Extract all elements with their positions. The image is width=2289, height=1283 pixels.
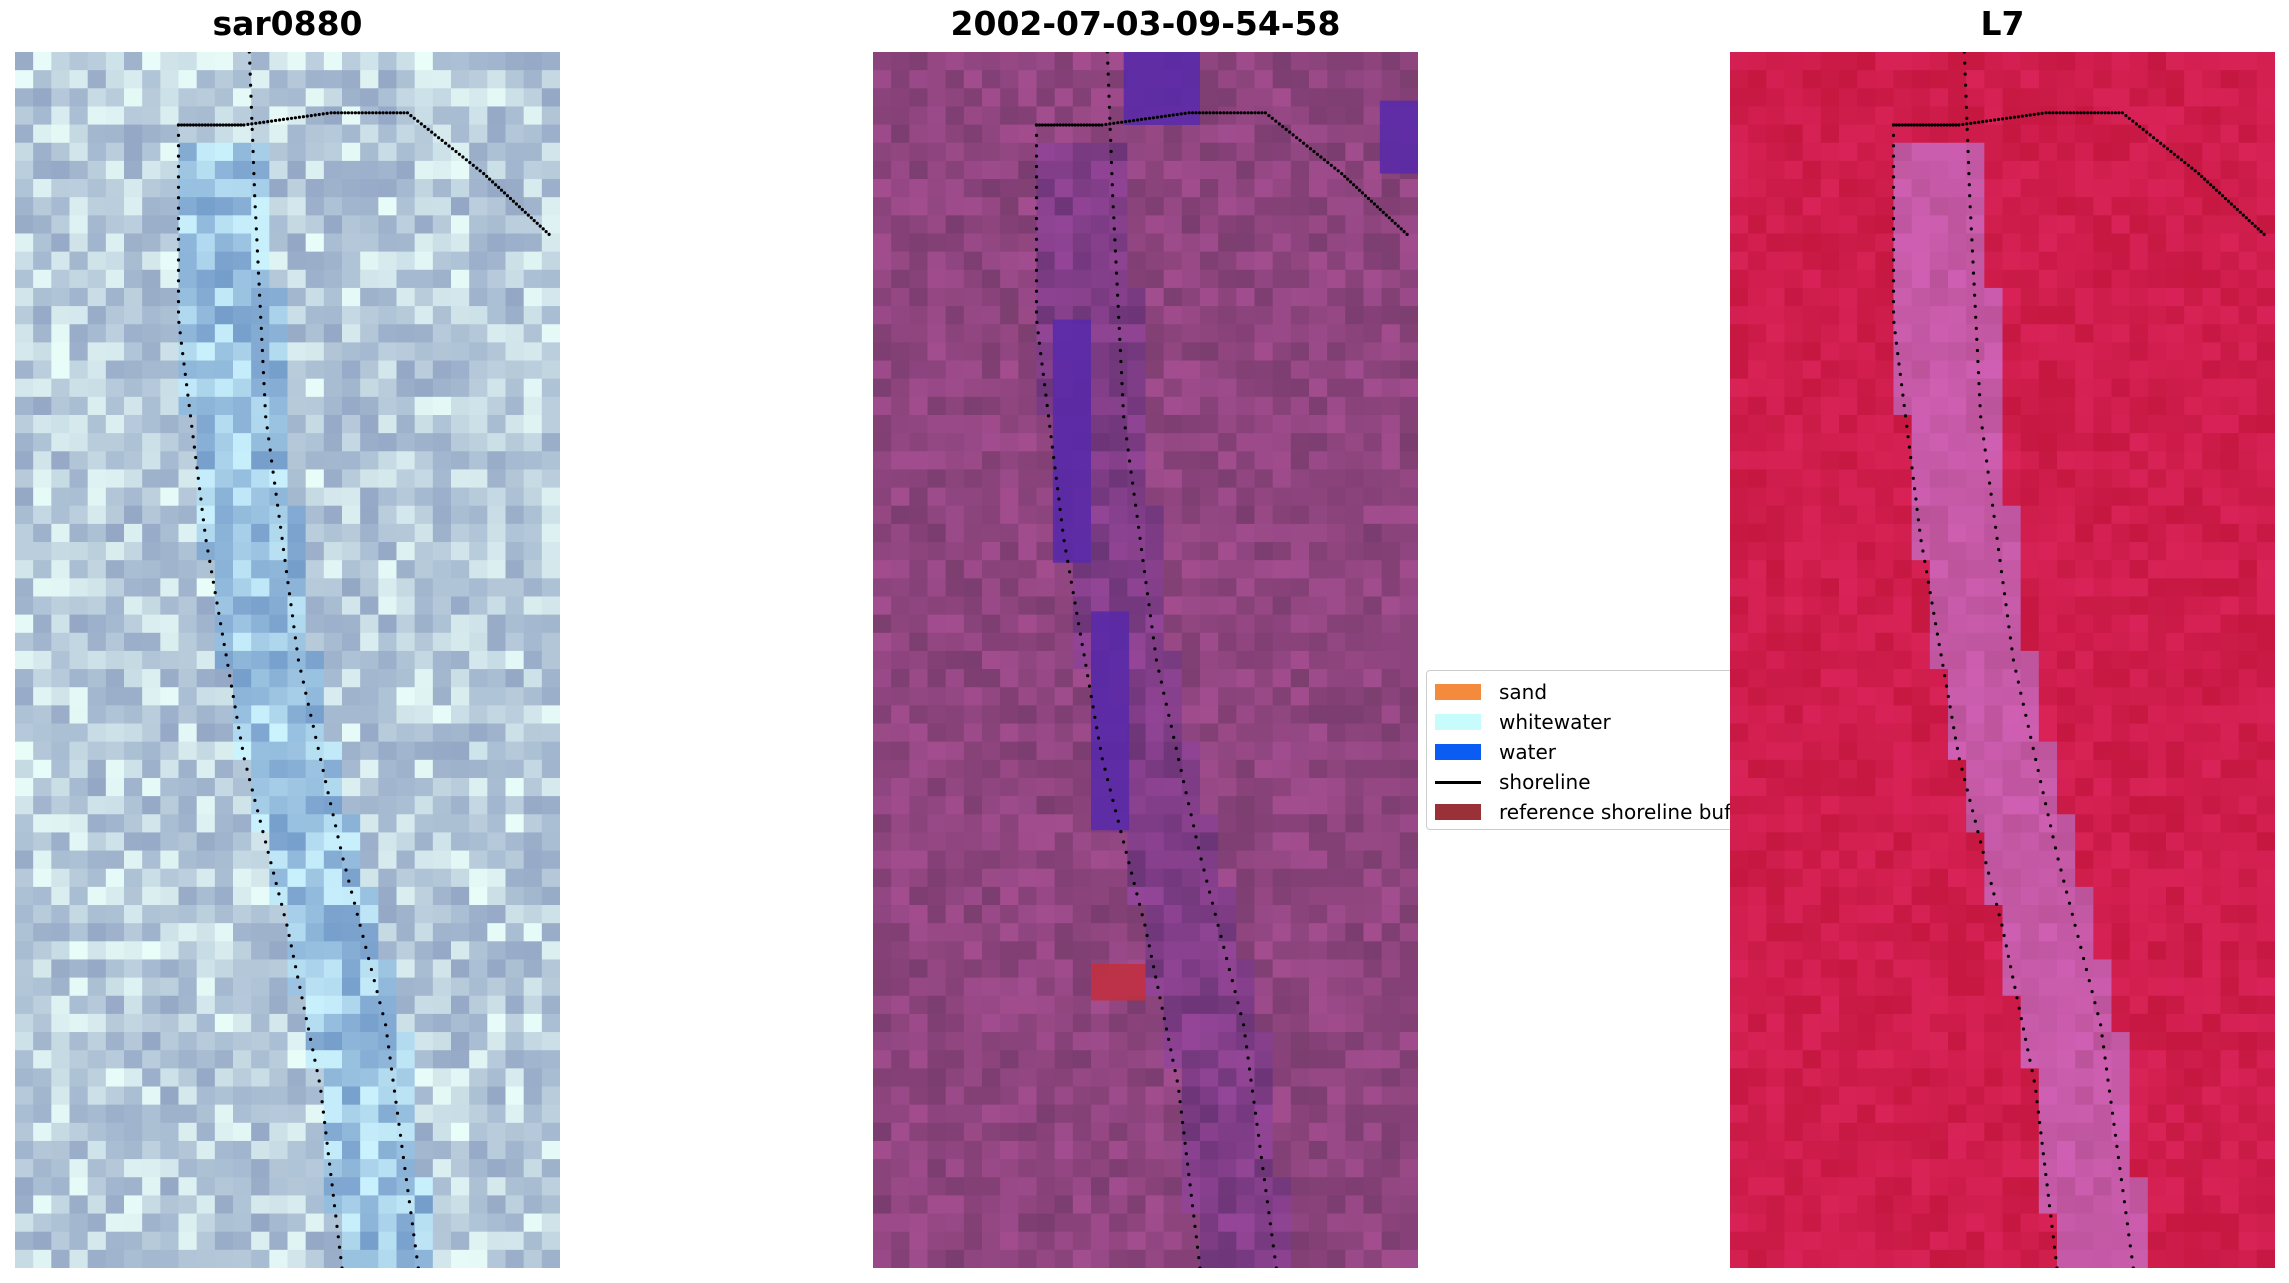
image-pixels [1730, 52, 2275, 1268]
shoreline-dots [1034, 52, 1409, 1268]
classified-image-middle [873, 52, 1418, 1268]
legend-swatch-sand [1435, 684, 1481, 700]
legend-item-reference-buffer: reference shoreline buffer [1435, 797, 1745, 827]
panel-title-middle: 2002-07-03-09-54-58 [950, 4, 1341, 43]
satellite-image-panel-middle [873, 52, 1418, 1268]
legend: sand whitewater water shoreline referenc… [1426, 670, 1746, 830]
shoreline-dots [1891, 52, 2266, 1268]
satellite-image-left [15, 52, 560, 1268]
legend-item-water: water [1435, 737, 1745, 767]
panel-title-right: L7 [1980, 4, 2025, 43]
satellite-image-right [1730, 52, 2275, 1268]
legend-item-sand: sand [1435, 677, 1745, 707]
shoreline-dots [176, 52, 551, 1268]
legend-swatch-reference-buffer [1435, 804, 1481, 820]
legend-item-whitewater: whitewater [1435, 707, 1745, 737]
image-pixels [15, 52, 560, 1268]
legend-line-shoreline [1435, 780, 1481, 784]
image-pixels [873, 52, 1418, 1268]
classification-overlay [1052, 52, 1418, 1001]
legend-label: sand [1499, 680, 1548, 704]
legend-label: water [1499, 740, 1556, 764]
legend-label: shoreline [1499, 770, 1591, 794]
panel-title-left: sar0880 [212, 4, 363, 43]
legend-swatch-water [1435, 744, 1481, 760]
legend-item-shoreline: shoreline [1435, 767, 1745, 797]
legend-label: reference shoreline buffer [1499, 800, 1746, 824]
legend-swatch-whitewater [1435, 714, 1481, 730]
legend-label: whitewater [1499, 710, 1611, 734]
satellite-image-panel-right [1730, 52, 2275, 1268]
satellite-image-panel-left [15, 52, 560, 1268]
